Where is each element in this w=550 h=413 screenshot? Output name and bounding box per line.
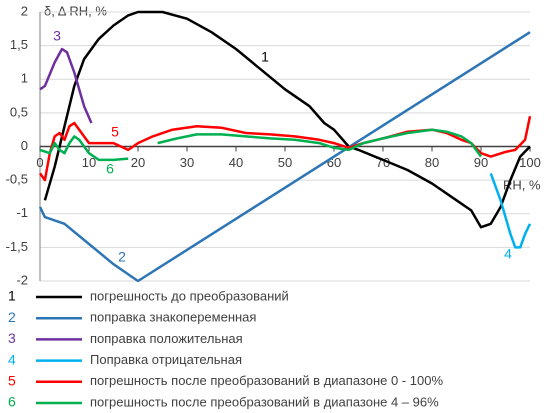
series-label: 5 [111, 124, 119, 140]
series-line [38, 31, 531, 283]
legend-label: погрешность после преобразований в диапа… [90, 394, 439, 409]
series-line [39, 128, 483, 162]
x-axis-title: RH, % [503, 177, 541, 192]
y-tick-label: 0,5 [10, 104, 28, 119]
legend-label: погрешность после преобразований в диапа… [90, 373, 443, 388]
legend-label: поправка знакопеременная [90, 310, 256, 325]
legend-label: погрешность до преобразований [90, 288, 289, 303]
legend-number: 1 [8, 288, 16, 304]
series-label: 3 [53, 28, 61, 44]
y-axis-title: δ, Δ RH, % [44, 3, 107, 18]
series-label: 4 [504, 246, 512, 262]
series-label: 6 [106, 161, 114, 177]
y-tick-label: 1 [21, 71, 28, 86]
series-line [39, 47, 93, 124]
y-tick-label: -1 [16, 205, 28, 220]
series-line [489, 172, 532, 249]
y-tick-label: -1,5 [6, 239, 28, 254]
legend-number: 2 [8, 309, 16, 325]
y-tick-label: 0 [21, 138, 28, 153]
y-tick-label: -0,5 [6, 172, 28, 187]
series-line [43, 10, 531, 229]
x-tick-label: 20 [131, 155, 145, 170]
series-label: 1 [261, 49, 269, 65]
x-tick-label: 80 [425, 155, 439, 170]
x-tick-label: 50 [278, 155, 292, 170]
legend-label: Поправка отрицательная [90, 352, 242, 367]
x-tick-label: 30 [180, 155, 194, 170]
legend-number: 5 [8, 373, 16, 389]
y-tick-label: -2 [16, 272, 28, 287]
x-tick-label: 90 [474, 155, 488, 170]
legend-number: 6 [8, 394, 16, 410]
y-tick-label: 1,5 [10, 37, 28, 52]
series-label: 2 [118, 249, 126, 265]
x-tick-label: 10 [82, 155, 96, 170]
x-tick-label: 100 [519, 155, 541, 170]
legend-number: 4 [8, 351, 16, 367]
x-tick-label: 40 [229, 155, 243, 170]
y-tick-label: 2 [21, 3, 28, 18]
legend-number: 3 [8, 330, 16, 346]
x-tick-label: 0 [36, 155, 43, 170]
legend-label: поправка положительная [90, 331, 243, 346]
